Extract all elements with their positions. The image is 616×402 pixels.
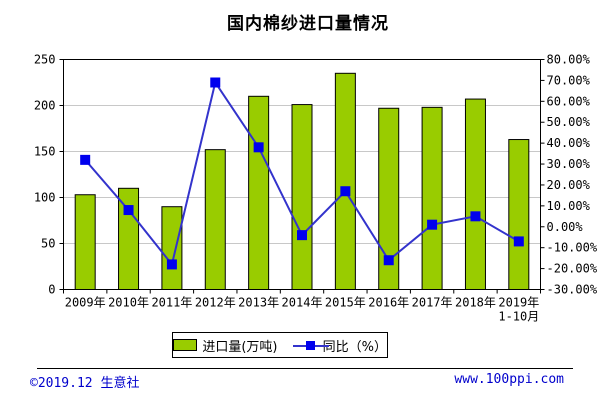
x-axis-label: 2014年 [282,296,323,310]
right-axis-tick-label: 10.00% [547,199,591,213]
x-axis-label-note: 1-10月 [498,310,539,324]
right-axis-tick-label: 50.00% [547,115,591,129]
x-axis-label: 2019年 [498,296,539,310]
bar [291,104,313,290]
line-marker [166,259,177,270]
bar [248,95,270,290]
right-axis-tick-label: 40.00% [547,136,591,150]
left-axis-tick-label: 50 [41,237,55,251]
legend: 进口量(万吨) 同比（%） [172,332,388,358]
legend-line-marker-icon [305,340,315,350]
bar [118,187,140,290]
bar [334,72,356,290]
x-axis-label: 2016年 [368,296,409,310]
left-axis-tick-label: 200 [34,99,56,113]
x-axis-label: 2009年 [65,296,106,310]
legend-line-swatch-icon [292,340,329,350]
bar [74,194,96,291]
plot-frame [63,59,541,290]
footer-divider [37,368,573,369]
bar [204,149,226,290]
line-marker [340,186,351,197]
x-axis-label: 2013年 [238,296,279,310]
x-axis-label: 2018年 [455,296,496,310]
right-axis-tick-label: 60.00% [547,94,591,108]
legend-line-label: 同比（%） [322,339,387,355]
copyright-text: ©2019.12 生意社 [30,376,140,391]
x-axis-label: 2017年 [412,296,453,310]
line-marker [253,142,264,153]
bar [421,106,443,290]
right-axis-tick-label: -30.00% [547,283,598,297]
left-axis-tick-label: 150 [34,145,56,159]
line-marker [470,211,481,222]
x-axis-label: 2010年 [108,296,149,310]
right-axis-tick-label: 80.00% [547,53,591,67]
plot-area: 0 50 100 150 200 250 -30.00% -20.00% -10.00% 0.00… [34,53,598,324]
line-marker [297,230,307,241]
legend-bar-label: 进口量(万吨) [202,339,278,355]
right-axis-tick-label: 20.00% [547,178,591,192]
left-axis-tick-label: 100 [34,191,56,205]
website-link[interactable]: www.100ppi.com [454,372,564,387]
right-axis-tick-label: -10.00% [547,241,598,255]
right-axis-tick-label: 30.00% [547,157,591,171]
left-axis-tick-label: 250 [34,53,56,67]
line-marker [123,205,134,216]
right-axis-tick-label: 0.00% [547,220,584,234]
line-marker [80,154,91,165]
x-axis-label: 2015年 [325,296,366,310]
right-axis-tick-label: -20.00% [547,262,598,276]
legend-bar-swatch-icon [173,339,198,351]
line-marker [427,219,438,230]
line-marker [383,255,394,266]
left-axis-tick-label: 0 [48,283,55,297]
line-marker [210,77,221,88]
chart-title: 国内棉纱进口量情况 [227,14,389,34]
x-axis-label: 2011年 [151,296,192,310]
bar [464,98,486,290]
right-axis-tick-label: 70.00% [547,73,591,87]
line-marker [513,236,524,247]
bar [161,206,183,290]
x-axis-label: 2012年 [195,296,236,310]
bar [508,139,530,290]
